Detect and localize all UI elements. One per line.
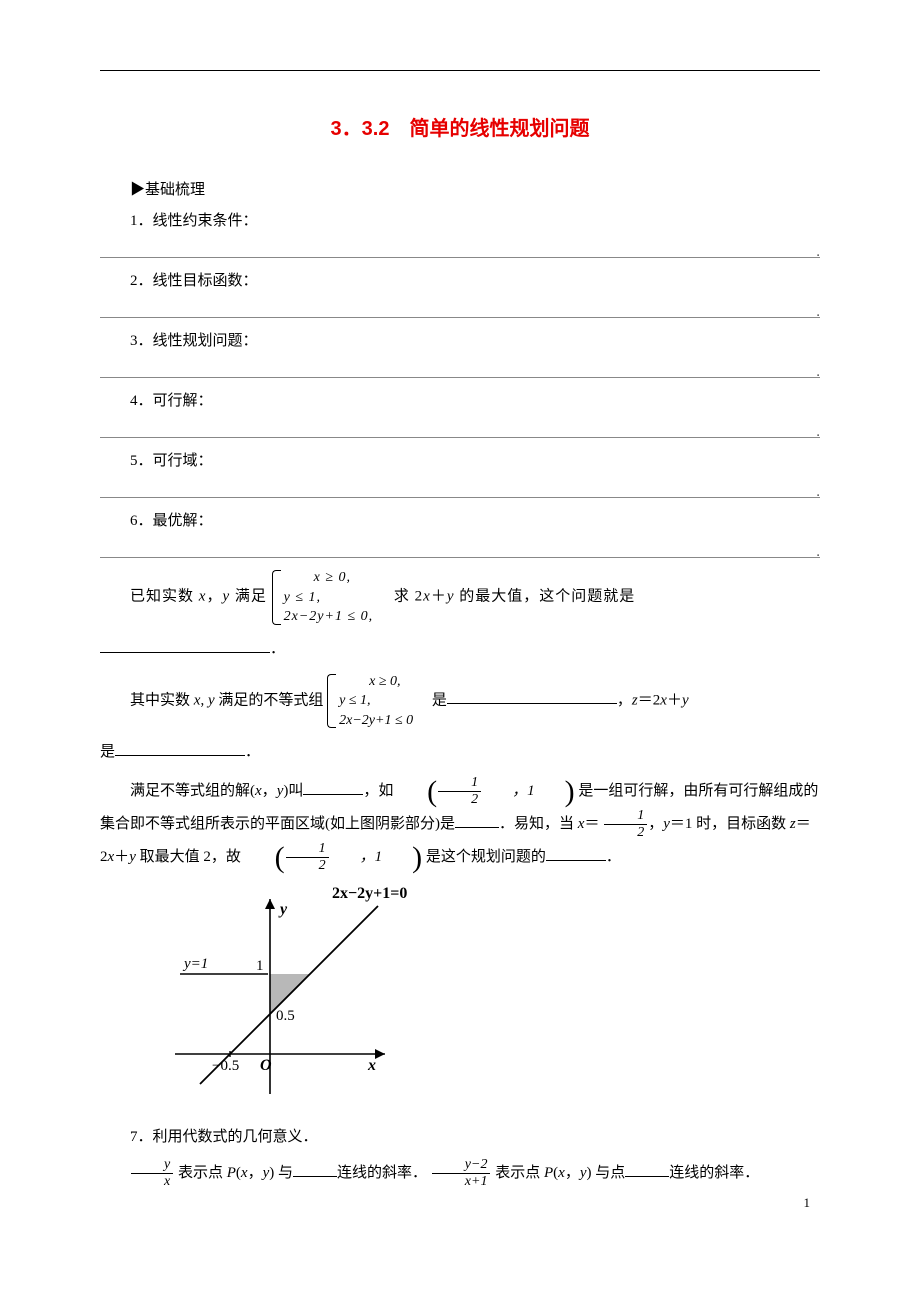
item-1: 1．线性约束条件： xyxy=(100,208,820,235)
blank xyxy=(455,813,499,828)
fill-line: . xyxy=(100,359,820,378)
brace-system-1: x ≥ 0, y ≤ 1, 2x−2y+1 ≤ 0, xyxy=(272,568,374,627)
blank xyxy=(100,637,270,652)
problem-paragraph-2b: 是． xyxy=(100,736,820,769)
tuple-half-2: ( 12 ，1 ) xyxy=(245,841,423,874)
fill-line: . xyxy=(100,539,820,558)
blank xyxy=(546,846,606,861)
page-title: 3．3.2 简单的线性规划问题 xyxy=(100,111,820,147)
item-6: 6．最优解： xyxy=(100,508,820,535)
tuple-half-1: ( 12 ，1 ) xyxy=(397,775,575,808)
graph-label-x: x xyxy=(367,1057,376,1074)
problem-paragraph-3: 满足不等式组的解(x，y)叫，如 ( 12 ，1 ) 是一组可行解，由所有可行解… xyxy=(100,775,820,874)
brace-system-2: x ≥ 0, y ≤ 1, 2x−2y+1 ≤ 0 xyxy=(327,672,413,731)
problem-paragraph-1: 已知实数 x，y 满足 x ≥ 0, y ≤ 1, 2x−2y+1 ≤ 0, 求… xyxy=(100,568,820,627)
graph-label-m05: −0.5 xyxy=(212,1058,239,1074)
problem-paragraph-1b: ． xyxy=(100,633,820,666)
page-number: 1 xyxy=(804,1191,811,1214)
fill-line: . xyxy=(100,419,820,438)
fill-line: . xyxy=(100,299,820,318)
item-3: 3．线性规划问题： xyxy=(100,328,820,355)
graph-label-eq: 2x−2y+1=0 xyxy=(332,885,407,902)
feasible-region-graph: 2x−2y+1=0 y=1 1 0.5 −0.5 O x y xyxy=(160,884,820,1114)
blank xyxy=(625,1162,669,1177)
fill-line: . xyxy=(100,239,820,258)
frac-y2-over-x1: y−2x+1 xyxy=(432,1158,491,1189)
blank xyxy=(447,689,617,704)
top-rule xyxy=(100,70,820,71)
blank xyxy=(293,1162,337,1177)
graph-label-O: O xyxy=(260,1057,272,1074)
graph-label-y1: y=1 xyxy=(182,956,208,972)
item-4: 4．可行解： xyxy=(100,388,820,415)
frac-y-over-x: yx xyxy=(131,1158,173,1189)
blank xyxy=(115,741,245,756)
item-7: 7．利用代数式的几何意义． xyxy=(100,1124,820,1151)
item-5: 5．可行域： xyxy=(100,448,820,475)
graph-label-1: 1 xyxy=(256,958,264,974)
graph-label-05y: 0.5 xyxy=(276,1008,295,1024)
section-head: ▶基础梳理 xyxy=(100,177,820,204)
slope-paragraph: yx 表示点 P(x，y) 与连线的斜率． y−2x+1 表示点 P(x，y) … xyxy=(100,1157,820,1190)
graph-label-y: y xyxy=(278,901,288,918)
fill-line: . xyxy=(100,479,820,498)
problem-paragraph-2: 其中实数 x, y 满足的不等式组 x ≥ 0, y ≤ 1, 2x−2y+1 … xyxy=(100,672,820,731)
frac-half: 12 xyxy=(604,809,647,840)
item-2: 2．线性目标函数： xyxy=(100,268,820,295)
blank xyxy=(303,780,363,795)
